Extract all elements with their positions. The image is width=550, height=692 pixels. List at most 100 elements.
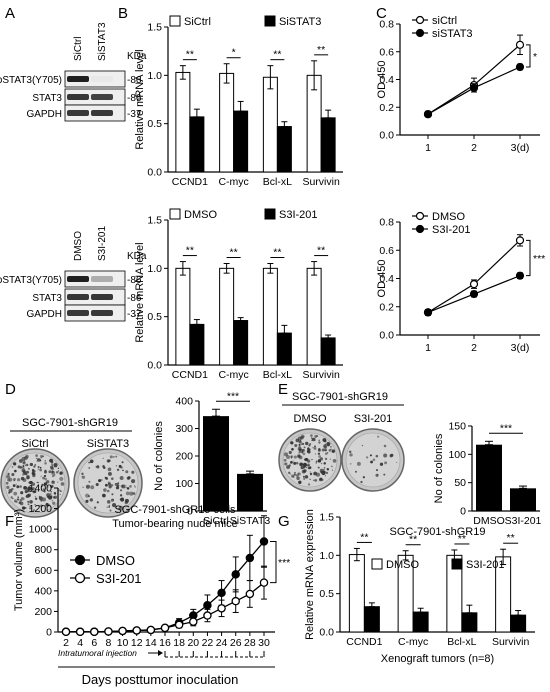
colony <box>301 442 305 446</box>
x-tick-label: 2 <box>63 637 69 649</box>
colony <box>298 443 301 446</box>
colony <box>360 480 363 484</box>
significance-mark: ** <box>409 534 417 546</box>
colony <box>116 468 120 472</box>
colony <box>8 491 11 494</box>
colony <box>290 457 293 459</box>
colony <box>7 472 10 476</box>
colony <box>310 434 313 437</box>
data-point <box>423 308 433 317</box>
colony <box>303 446 306 449</box>
colony <box>38 495 41 498</box>
colony <box>81 476 83 478</box>
legend-swatch <box>264 15 276 27</box>
kda-marker: -86 <box>127 75 142 86</box>
y-tick-label: 0.4 <box>379 74 394 86</box>
bar <box>175 267 191 366</box>
colony <box>294 471 296 474</box>
bar <box>320 337 336 366</box>
legend-marker <box>74 554 86 566</box>
colony <box>307 465 309 467</box>
colony <box>81 472 84 476</box>
colony <box>110 484 114 487</box>
y-tick-label: 0.8 <box>379 19 394 31</box>
colony <box>106 489 110 493</box>
lane-label: DMSO <box>73 231 84 261</box>
colony <box>324 452 328 455</box>
colony <box>14 501 16 503</box>
colony <box>311 458 313 461</box>
y-axis-title: No of colonies <box>153 421 165 491</box>
colony <box>324 457 328 461</box>
colony <box>298 451 301 454</box>
chart-title: SGC-7901-shGR19 cells <box>114 504 236 516</box>
y-tick-label: 0 <box>460 506 466 518</box>
colony <box>14 469 17 473</box>
significance-mark: ** <box>186 245 194 257</box>
colony <box>18 459 23 463</box>
bar <box>219 267 235 366</box>
y-tick-label: 0.6 <box>379 245 394 257</box>
significance-mark: *** <box>500 422 512 434</box>
bar <box>175 71 191 173</box>
x-tick-label: 24 <box>216 637 228 649</box>
data-point <box>245 553 255 563</box>
data-point <box>423 110 433 119</box>
colony <box>288 471 291 474</box>
data-point <box>217 604 226 613</box>
colony <box>331 465 333 468</box>
y-tick-label: 1000 <box>29 524 53 536</box>
y-tick-label: 50 <box>454 477 466 489</box>
colony <box>129 491 134 496</box>
bar <box>276 332 292 366</box>
x-tick-label: CCND1 <box>172 369 208 381</box>
chart-D: 0 100 200 300 400 No of colonies SiCtrl SiSTAT3… <box>153 390 270 527</box>
colony <box>115 486 120 490</box>
colony <box>300 435 304 440</box>
colony <box>384 461 388 465</box>
blot-row-label: STAT3 <box>32 293 62 304</box>
colony <box>59 490 62 493</box>
colony <box>293 455 297 459</box>
y-tick-label: 600 <box>34 565 52 577</box>
legend-label: DMSO <box>432 211 465 223</box>
dish-label: S3I-201 <box>354 413 393 425</box>
y-tick-label: 0.2 <box>379 301 394 313</box>
colony <box>302 475 305 478</box>
colony <box>31 481 34 484</box>
colony <box>299 462 304 467</box>
colony <box>88 480 91 483</box>
kda-label: KDa <box>127 51 147 62</box>
colony <box>292 460 294 462</box>
colony <box>41 483 43 486</box>
colony <box>110 498 115 502</box>
panel-letter-D: D <box>5 381 16 398</box>
blot-band <box>91 94 113 100</box>
colony <box>125 484 127 487</box>
bar <box>262 76 278 173</box>
y-tick-label: 0.0 <box>147 167 162 179</box>
colony <box>299 441 301 443</box>
chart-title: SGC-7901-shGR19 <box>390 526 486 538</box>
colony <box>107 467 112 472</box>
x-tick-label: Bcl-xL <box>263 369 292 381</box>
colony <box>389 454 393 458</box>
colony <box>41 485 43 487</box>
y-tick-label: 1200 <box>29 503 53 515</box>
x-tick-label: CCND1 <box>346 636 382 648</box>
data-point <box>245 589 255 599</box>
x-tick-label: 16 <box>159 637 171 649</box>
significance-mark: ** <box>230 247 238 259</box>
colony <box>290 455 294 458</box>
colony <box>88 466 91 469</box>
y-tick-label: 0.2 <box>379 102 394 114</box>
colony <box>26 488 28 491</box>
colony <box>25 495 29 498</box>
colony <box>26 470 30 474</box>
x-tick-label: 22 <box>202 637 214 649</box>
bar <box>306 267 322 366</box>
y-axis-title: OD 450 <box>376 260 388 298</box>
colony <box>314 434 318 438</box>
colony <box>13 491 18 496</box>
